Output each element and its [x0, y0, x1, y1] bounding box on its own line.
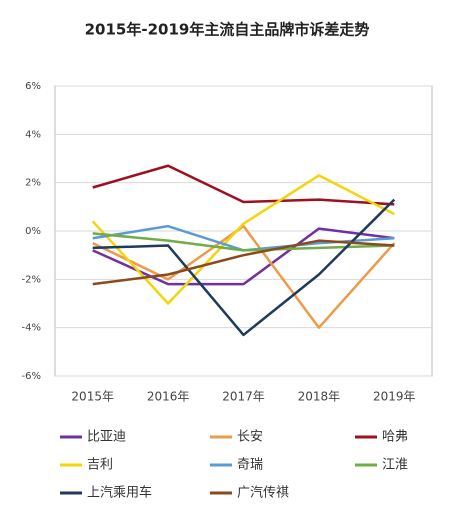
legend-label: 上汽乘用车: [87, 485, 152, 501]
x-tick-label: 2017年: [222, 390, 265, 404]
y-tick-label: -6%: [22, 371, 41, 382]
legend-label: 比亚迪: [87, 430, 126, 445]
y-tick-label: -4%: [22, 323, 41, 334]
y-tick-label: 2%: [25, 178, 41, 189]
y-tick-label: 6%: [25, 81, 41, 92]
y-tick-label: 4%: [25, 129, 41, 140]
x-tick-label: 2018年: [298, 390, 341, 404]
legend-label: 广汽传祺: [237, 486, 289, 501]
series-line: [91, 174, 395, 305]
series-line: [92, 198, 396, 337]
legend-label: 哈弗: [382, 430, 408, 445]
series-line: [92, 224, 396, 329]
legend-label: 江淮: [382, 458, 408, 473]
x-tick-label: 2019年: [373, 390, 416, 404]
chart-title: 2015年-2019年主流自主品牌市诉差走势: [85, 21, 370, 39]
legend-label: 吉利: [87, 458, 113, 473]
x-tick-label: 2015年: [71, 390, 114, 404]
y-tick-label: 0%: [25, 226, 41, 237]
series-line: [92, 239, 395, 286]
x-tick-label: 2016年: [147, 390, 190, 404]
y-tick-label: -2%: [22, 274, 41, 285]
series-line: [92, 227, 395, 286]
legend-label: 长安: [237, 430, 263, 445]
legend-label: 奇瑞: [237, 457, 263, 473]
series-line: [92, 164, 395, 206]
series-line: [92, 232, 395, 252]
